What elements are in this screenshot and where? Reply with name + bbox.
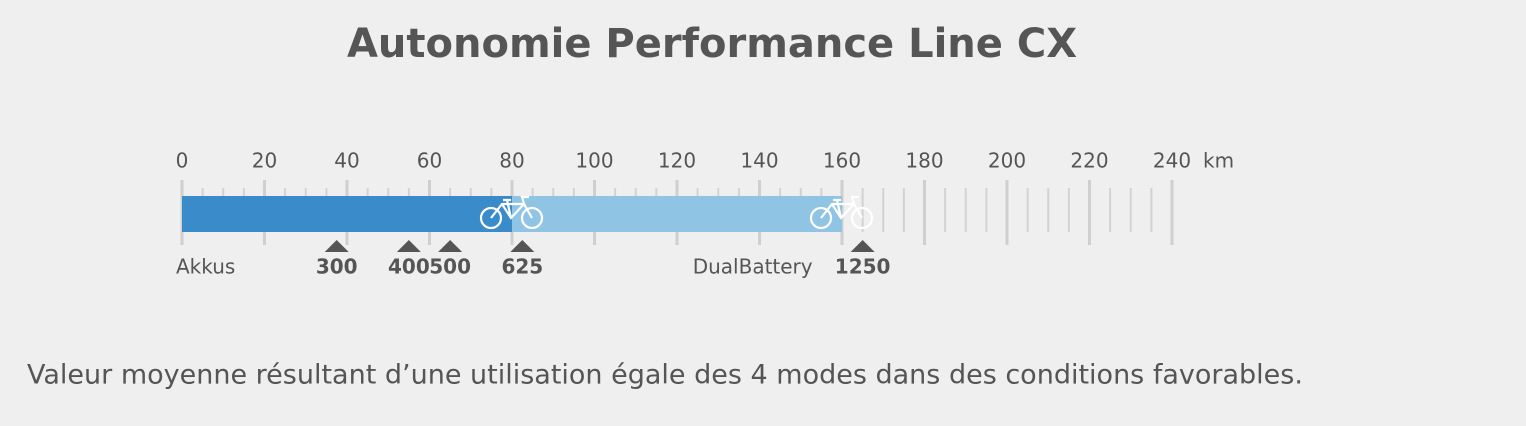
x-tick-label: 60	[417, 149, 442, 173]
chart-title: Autonomie Performance Line CX	[347, 21, 1077, 67]
x-tick-label: 200	[988, 149, 1026, 173]
x-tick-label: 120	[658, 149, 696, 173]
bike-wheel	[809, 206, 833, 230]
battery-marker	[850, 240, 875, 252]
x-tick-label: 0	[176, 149, 189, 173]
battery-label: 625	[501, 255, 543, 279]
x-tick-label: 240	[1153, 149, 1191, 173]
battery-label: 500	[429, 255, 471, 279]
x-tick-label: 100	[575, 149, 613, 173]
x-tick-label: 160	[823, 149, 861, 173]
x-axis-label: km	[1203, 149, 1234, 173]
series-label: Akkus	[176, 255, 235, 279]
x-tick-label: 180	[905, 149, 943, 173]
footnote: Valeur moyenne résultant d’une utilisati…	[27, 360, 1303, 391]
x-tick-label: 20	[252, 149, 277, 173]
bike-wheel	[520, 206, 544, 230]
battery-marker	[324, 240, 349, 252]
battery-label: 300	[316, 255, 358, 279]
battery-label: 400	[388, 255, 430, 279]
x-tick-label: 140	[740, 149, 778, 173]
series-label: DualBattery	[693, 255, 813, 279]
bike-wheel	[479, 206, 503, 230]
bike-wheel	[850, 206, 874, 230]
battery-marker	[396, 240, 421, 252]
bike-icon	[479, 195, 544, 230]
bike-frame	[490, 195, 533, 220]
battery-marker	[510, 240, 535, 252]
bike-icon	[809, 195, 874, 230]
battery-label: 1250	[835, 255, 891, 279]
x-tick-label: 80	[499, 149, 524, 173]
x-tick-label: 40	[334, 149, 359, 173]
bike-frame	[820, 195, 863, 220]
battery-marker	[438, 240, 463, 252]
x-tick-label: 220	[1070, 149, 1108, 173]
bar	[182, 196, 512, 232]
